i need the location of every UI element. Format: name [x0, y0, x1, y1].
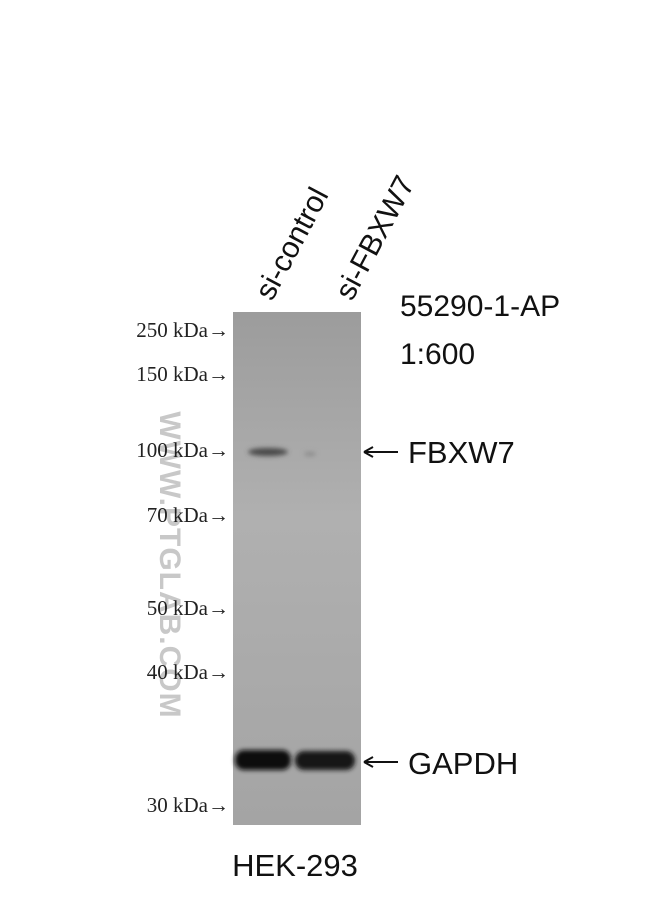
- cell-line: HEK-293: [232, 848, 358, 883]
- arrow-head: [363, 446, 374, 458]
- marker-label: 100 kDa→: [136, 438, 229, 462]
- marker-label: 40 kDa→: [147, 660, 229, 684]
- marker-label: 250 kDa→: [136, 318, 229, 342]
- fbxw7-band-lane1: [248, 448, 288, 456]
- fbxw7-band-lane2: [304, 452, 316, 456]
- antibody-catalog: 55290-1-AP: [400, 290, 560, 323]
- lane-label: si-control: [249, 182, 335, 305]
- marker-label: 150 kDa→: [136, 362, 229, 386]
- blot-membrane: [233, 312, 361, 825]
- marker-label: 70 kDa→: [147, 503, 229, 527]
- band-label: FBXW7: [408, 435, 515, 470]
- arrow-head: [363, 756, 374, 768]
- watermark: WWW.PTGLAB.COM: [153, 411, 186, 718]
- gapdh-band-lane2: [295, 751, 355, 770]
- band-label: GAPDH: [408, 746, 518, 781]
- bands: [235, 448, 355, 770]
- marker-label: 50 kDa→: [147, 596, 229, 620]
- marker-label: 30 kDa→: [147, 793, 229, 817]
- antibody-dilution: 1:600: [400, 338, 475, 371]
- lane-label: si-FBXW7: [329, 171, 422, 306]
- gapdh-band-lane1: [235, 750, 291, 770]
